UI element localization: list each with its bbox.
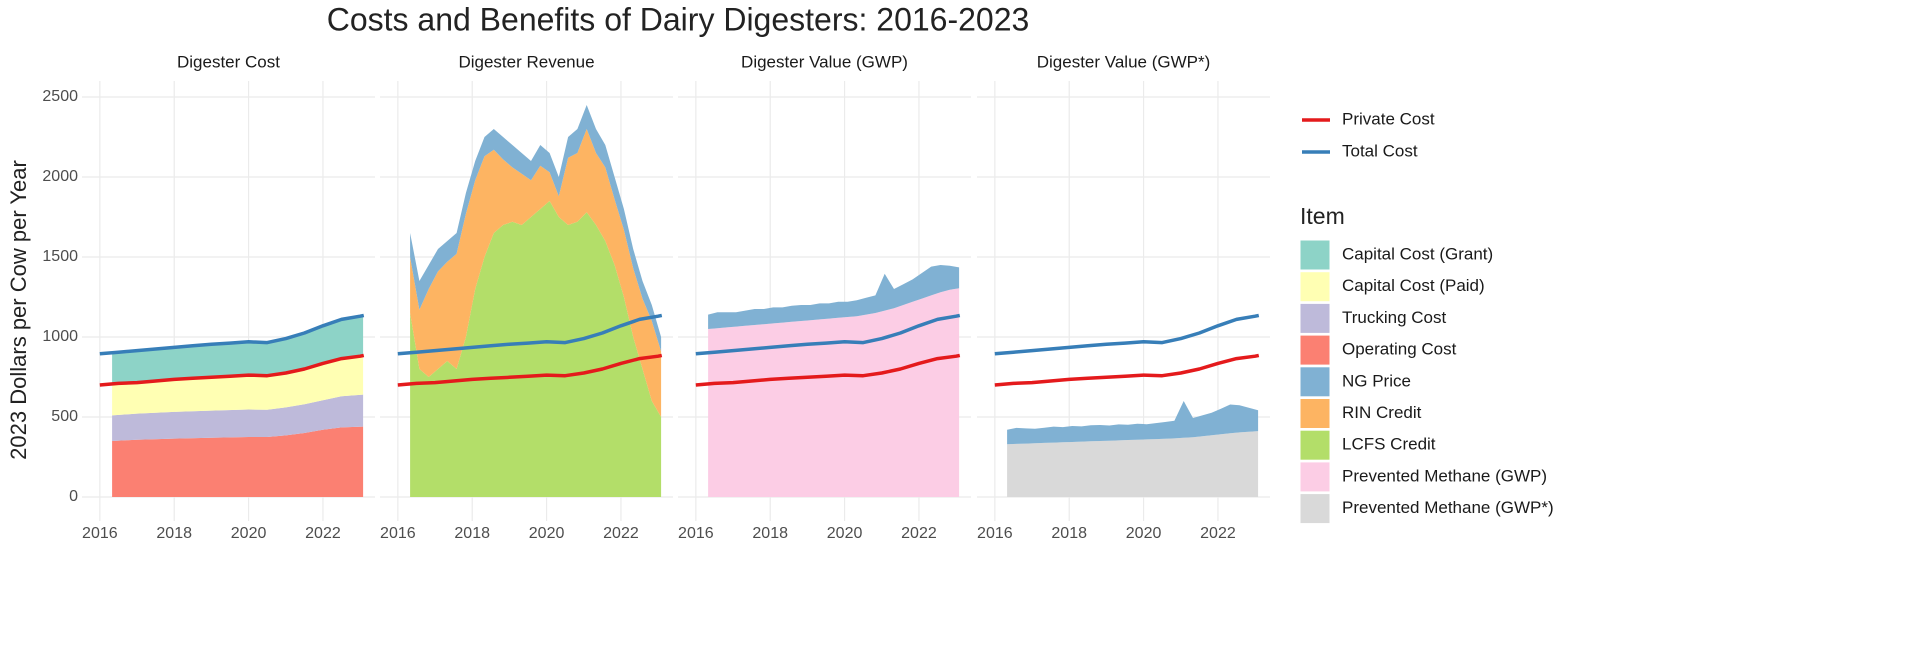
legend-label: RIN Credit — [1342, 403, 1422, 422]
facet-title: Digester Value (GWP*) — [1037, 52, 1211, 71]
legend-label: Total Cost — [1342, 141, 1418, 160]
legend-label: Prevented Methane (GWP*) — [1342, 498, 1554, 517]
x-tick-label: 2016 — [380, 525, 416, 542]
legend-title: Item — [1300, 203, 1345, 229]
x-tick-label: 2016 — [678, 525, 714, 542]
legend-label: Prevented Methane (GWP) — [1342, 466, 1547, 485]
y-tick-label: 1500 — [42, 248, 78, 265]
facet-title: Digester Revenue — [458, 52, 594, 71]
x-tick-label: 2020 — [529, 525, 565, 542]
chart-title: Costs and Benefits of Dairy Digesters: 2… — [327, 1, 1030, 37]
legend-label: Trucking Cost — [1342, 308, 1447, 327]
y-tick-label: 0 — [69, 488, 78, 505]
line — [695, 353, 961, 387]
legend-label: Private Cost — [1342, 109, 1435, 128]
facet-title: Digester Value (GWP) — [741, 52, 908, 71]
y-tick-label: 500 — [51, 408, 78, 425]
x-tick-label: 2016 — [82, 525, 118, 542]
line — [397, 313, 663, 356]
line — [397, 353, 663, 387]
x-tick-label: 2022 — [603, 525, 639, 542]
area — [410, 105, 662, 352]
x-tick-label: 2020 — [1126, 525, 1162, 542]
legend-label: Capital Cost (Grant) — [1342, 244, 1493, 263]
y-axis-label: 2023 Dollars per Cow per Year — [6, 160, 31, 460]
x-tick-label: 2018 — [1051, 525, 1087, 542]
y-tick-label: 2500 — [42, 88, 78, 105]
x-tick-label: 2020 — [827, 525, 863, 542]
legend-label: Operating Cost — [1342, 340, 1457, 359]
y-tick-label: 1000 — [42, 328, 78, 345]
legend-swatch — [1299, 366, 1331, 398]
line — [695, 313, 961, 356]
x-tick-label: 2016 — [977, 525, 1013, 542]
legend-swatch — [1299, 429, 1331, 461]
area — [1007, 401, 1259, 445]
area — [708, 265, 960, 329]
x-tick-label: 2022 — [1200, 525, 1236, 542]
legend-swatch — [1299, 271, 1331, 303]
x-tick-label: 2020 — [231, 525, 267, 542]
legend-swatch — [1299, 334, 1331, 366]
area — [410, 129, 662, 417]
area — [410, 201, 662, 497]
y-tick-label: 2000 — [42, 168, 78, 185]
legend-swatch — [1299, 461, 1331, 493]
area — [112, 394, 364, 441]
line — [994, 353, 1260, 387]
area — [112, 426, 364, 497]
area — [1007, 431, 1259, 497]
x-tick-label: 2022 — [901, 525, 937, 542]
line — [994, 313, 1260, 356]
x-tick-label: 2018 — [454, 525, 490, 542]
area — [112, 315, 364, 385]
legend-swatch — [1299, 302, 1331, 334]
x-tick-label: 2018 — [752, 525, 788, 542]
legend-label: NG Price — [1342, 371, 1411, 390]
line — [99, 353, 365, 387]
legend-swatch — [1299, 239, 1331, 271]
facet-title: Digester Cost — [177, 52, 280, 71]
line — [99, 313, 365, 356]
legend-label: LCFS Credit — [1342, 435, 1436, 454]
area — [708, 288, 960, 497]
x-tick-label: 2018 — [156, 525, 192, 542]
legend-swatch — [1299, 493, 1331, 525]
x-tick-label: 2022 — [305, 525, 341, 542]
legend-swatch — [1299, 398, 1331, 429]
legend-label: Capital Cost (Paid) — [1342, 276, 1485, 295]
